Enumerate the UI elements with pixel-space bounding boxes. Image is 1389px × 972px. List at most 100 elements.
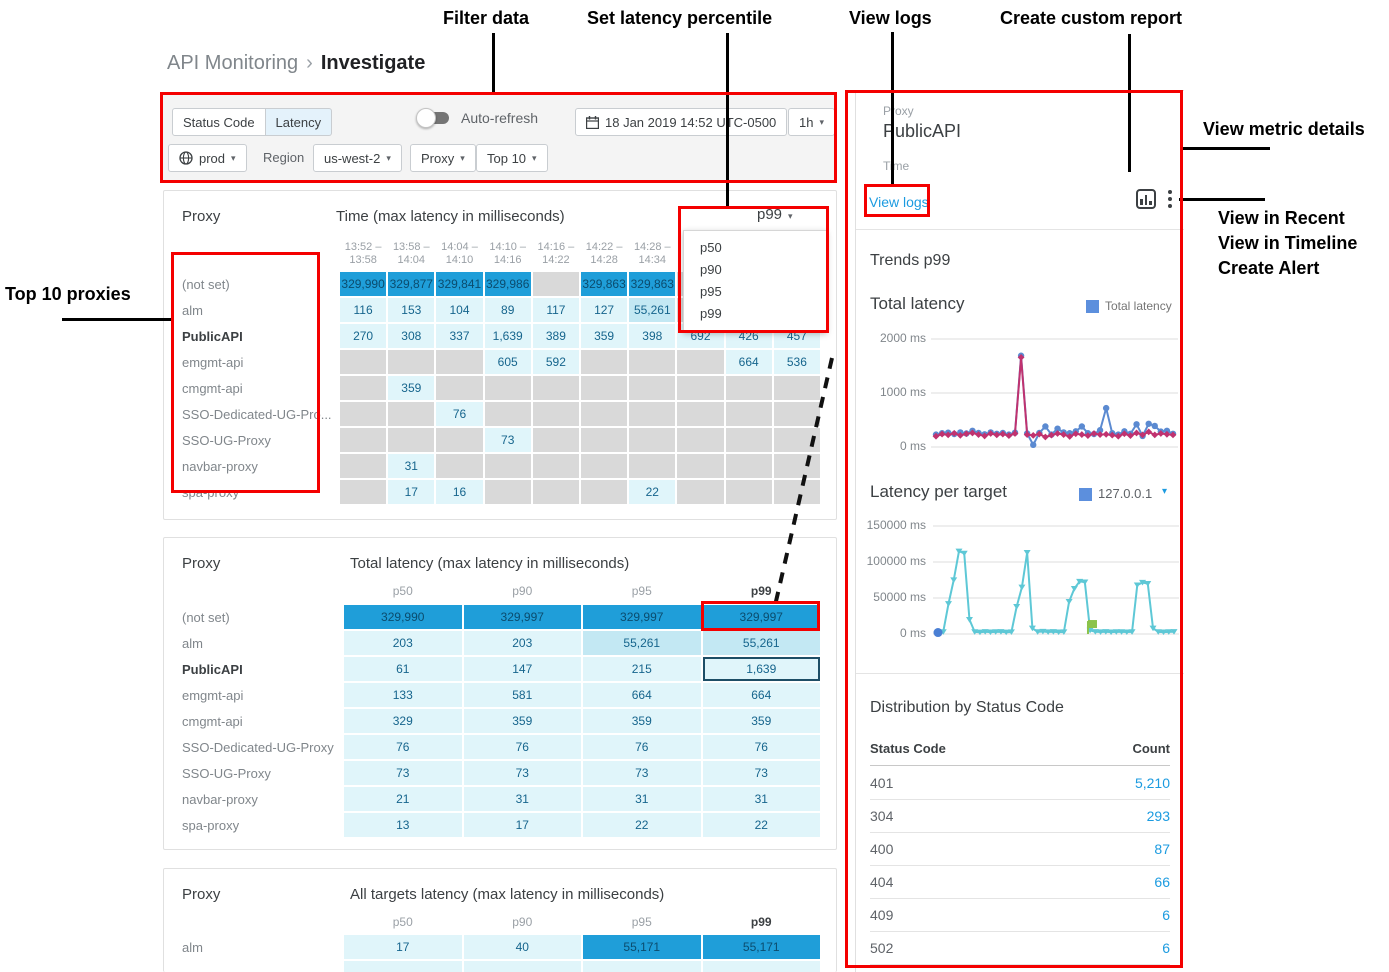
range-dropdown[interactable]: 1h ▾	[788, 108, 835, 136]
latency-cell[interactable]: 203	[344, 631, 462, 655]
target-select-caret-icon[interactable]: ▾	[1162, 486, 1168, 497]
latency-cell[interactable]	[677, 402, 724, 426]
latency-cell[interactable]: 76	[702, 735, 820, 759]
latency-cell[interactable]: 22	[629, 480, 676, 504]
latency-cell[interactable]	[340, 428, 387, 452]
latency-tab[interactable]: Latency	[265, 108, 333, 136]
percentile-option[interactable]: p90	[700, 262, 722, 277]
latency-cell[interactable]: 61	[344, 657, 462, 681]
latency-cell[interactable]	[629, 402, 676, 426]
latency-cell[interactable]	[463, 961, 581, 972]
latency-cell[interactable]: 73	[463, 761, 581, 785]
latency-cell[interactable]: 133	[344, 683, 462, 707]
status-count-link[interactable]: 6	[1162, 907, 1170, 923]
status-code-tab[interactable]: Status Code	[172, 108, 266, 136]
latency-cell[interactable]: 127	[581, 298, 628, 322]
latency-cell[interactable]	[725, 454, 772, 478]
latency-cell[interactable]: 76	[344, 735, 462, 759]
latency-cell[interactable]: 592	[532, 350, 579, 374]
proxy-row-label[interactable]: navbar-proxy	[182, 791, 258, 807]
latency-cell[interactable]: 389	[532, 324, 579, 348]
latency-cell[interactable]: 21	[344, 787, 462, 811]
latency-cell[interactable]: 31	[583, 787, 701, 811]
latency-cell[interactable]: 76	[436, 402, 483, 426]
proxy-row-label[interactable]: SSO-Dedicated-UG-Proxy	[182, 739, 334, 755]
breadcrumb-parent[interactable]: API Monitoring	[167, 52, 299, 74]
latency-cell[interactable]: 359	[702, 709, 820, 733]
proxy-row-label[interactable]: SSO-Dedicated-UG-Pro...	[182, 406, 332, 422]
proxy-row-label[interactable]: navbar-proxy	[182, 458, 258, 474]
latency-cell[interactable]: 31	[702, 787, 820, 811]
proxy-row-label[interactable]: spa-proxy	[182, 484, 240, 500]
proxy-row-label[interactable]: emgmt-api	[182, 354, 244, 370]
latency-cell[interactable]	[484, 402, 531, 426]
percentile-dropdown[interactable]: p99 ▾	[757, 206, 793, 223]
latency-cell[interactable]	[344, 961, 462, 972]
status-count-link[interactable]: 5,210	[1134, 775, 1170, 791]
proxy-row-label[interactable]: PublicAPI	[182, 328, 243, 344]
latency-cell[interactable]: 359	[581, 324, 628, 348]
latency-cell[interactable]: 664	[725, 350, 772, 374]
latency-cell[interactable]: 55,261	[583, 631, 701, 655]
latency-cell[interactable]: 16	[436, 480, 483, 504]
latency-cell[interactable]: 116	[340, 298, 387, 322]
latency-cell[interactable]	[581, 454, 628, 478]
proxy-row-label[interactable]: SSO-UG-Proxy	[182, 432, 271, 448]
percentile-option[interactable]: p99	[700, 306, 722, 321]
latency-cell[interactable]	[677, 480, 724, 504]
latency-cell[interactable]: 203	[463, 631, 581, 655]
latency-cell[interactable]	[484, 454, 531, 478]
latency-cell[interactable]	[677, 350, 724, 374]
latency-cell[interactable]: 308	[388, 324, 435, 348]
latency-cell[interactable]: 329,990	[344, 605, 462, 629]
latency-cell[interactable]: 153	[388, 298, 435, 322]
latency-cell[interactable]: 73	[484, 428, 531, 452]
proxy-row-label[interactable]: alm	[182, 635, 203, 651]
latency-cell[interactable]: 359	[583, 709, 701, 733]
region-dropdown[interactable]: us-west-2 ▾	[313, 144, 402, 172]
datetime-picker[interactable]: 18 Jan 2019 14:52 UTC-0500	[575, 108, 788, 136]
latency-cell[interactable]: 17	[463, 813, 581, 837]
latency-cell[interactable]	[340, 350, 387, 374]
latency-cell[interactable]	[340, 376, 387, 400]
latency-cell[interactable]: 73	[344, 761, 462, 785]
latency-cell[interactable]: 31	[463, 787, 581, 811]
auto-refresh-toggle[interactable]	[416, 108, 449, 128]
latency-cell[interactable]	[773, 402, 820, 426]
proxy-row-label[interactable]: emgmt-api	[182, 687, 244, 703]
latency-cell[interactable]: 270	[340, 324, 387, 348]
latency-cell[interactable]: 1,639	[484, 324, 531, 348]
latency-cell[interactable]	[629, 350, 676, 374]
latency-cell[interactable]: 55,261	[702, 631, 820, 655]
latency-cell[interactable]: 55,171	[583, 935, 701, 959]
latency-cell[interactable]	[340, 480, 387, 504]
percentile-option[interactable]: p50	[700, 240, 722, 255]
latency-cell[interactable]	[629, 376, 676, 400]
proxy-row-label[interactable]: cmgmt-api	[182, 380, 243, 396]
latency-cell[interactable]: 73	[702, 761, 820, 785]
latency-cell[interactable]	[532, 480, 579, 504]
latency-cell[interactable]	[532, 454, 579, 478]
latency-cell[interactable]	[340, 454, 387, 478]
latency-cell[interactable]: 329,997	[583, 605, 701, 629]
latency-cell[interactable]: 13	[344, 813, 462, 837]
proxy-row-label[interactable]: (not set)	[182, 609, 230, 625]
proxy-row-label[interactable]: SSO-UG-Proxy	[182, 765, 271, 781]
latency-cell[interactable]	[725, 376, 772, 400]
proxy-dropdown[interactable]: Proxy ▾	[410, 144, 476, 172]
latency-cell[interactable]: 55,261	[629, 298, 676, 322]
status-count-link[interactable]: 66	[1154, 874, 1170, 890]
latency-cell[interactable]: 329,877	[388, 272, 435, 296]
latency-cell[interactable]	[532, 376, 579, 400]
latency-cell[interactable]: 581	[463, 683, 581, 707]
latency-cell[interactable]	[581, 402, 628, 426]
latency-cell[interactable]: 1,639	[702, 657, 820, 681]
latency-cell[interactable]: 104	[436, 298, 483, 322]
latency-cell[interactable]: 89	[484, 298, 531, 322]
latency-cell[interactable]: 359	[388, 376, 435, 400]
latency-cell[interactable]: 117	[532, 298, 579, 322]
proxy-row-label[interactable]: spa-proxy	[182, 817, 240, 833]
latency-cell[interactable]	[436, 428, 483, 452]
latency-cell[interactable]	[388, 402, 435, 426]
custom-report-icon[interactable]	[1136, 189, 1156, 209]
